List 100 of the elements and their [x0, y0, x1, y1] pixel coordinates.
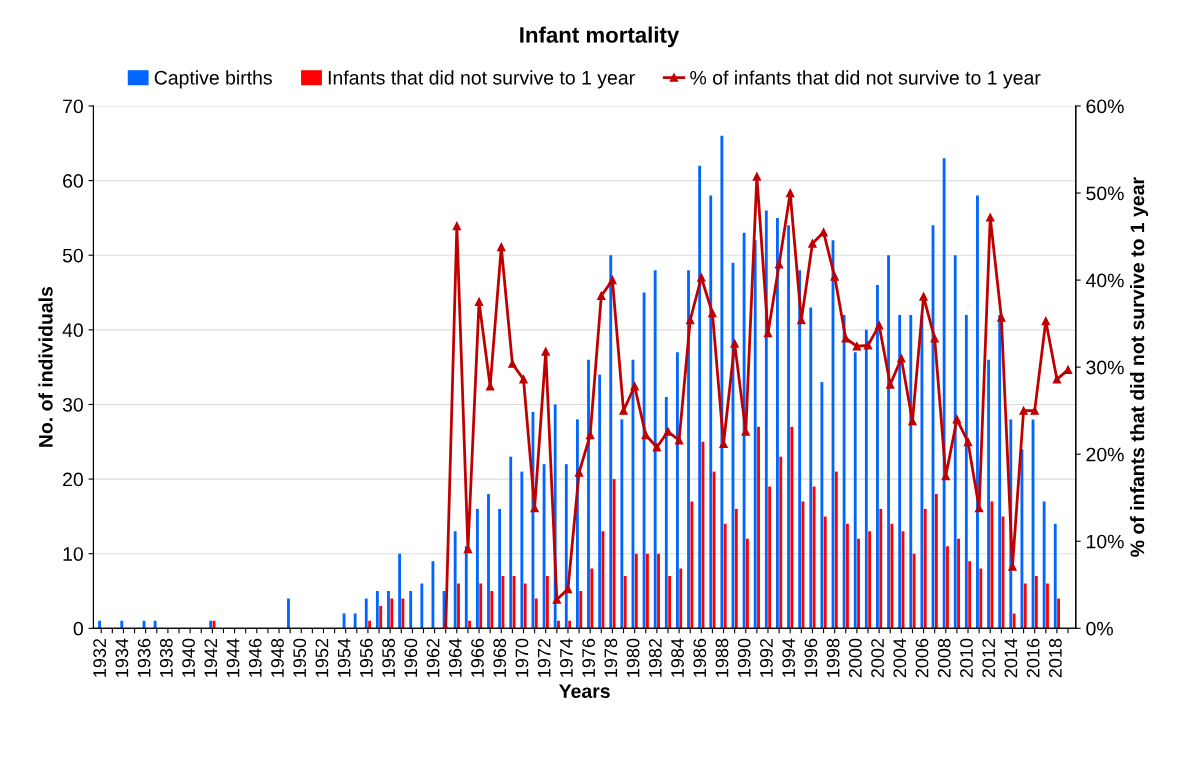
- x-tick-label: 2012: [982, 638, 996, 678]
- bar: [587, 359, 590, 629]
- bar: [709, 195, 713, 629]
- bar: [1057, 598, 1060, 629]
- bar: [768, 486, 772, 629]
- x-tick-label: 2014: [1004, 638, 1018, 678]
- bar: [487, 494, 490, 629]
- bar: [368, 620, 372, 629]
- bar: [420, 583, 424, 629]
- bar: [957, 538, 960, 629]
- x-tick-label: 1952: [315, 638, 329, 677]
- bar: [287, 598, 290, 629]
- point: [497, 242, 506, 252]
- bar: [390, 598, 394, 629]
- bar: [687, 270, 690, 629]
- point: [541, 347, 550, 356]
- point: [519, 375, 528, 384]
- point: [652, 443, 662, 452]
- bar: [664, 396, 668, 629]
- bar: [776, 217, 779, 629]
- point: [552, 595, 562, 604]
- bar: [853, 352, 857, 629]
- bar: [464, 546, 468, 629]
- bar: [757, 426, 760, 629]
- bar: [934, 494, 938, 629]
- x-tick-label: 1972: [537, 638, 551, 677]
- bar: [620, 419, 624, 629]
- x-tick-label: 1936: [137, 638, 151, 677]
- y-tick-label: 70: [63, 99, 83, 114]
- point: [863, 341, 873, 350]
- bar: [653, 270, 657, 629]
- y-tick-label: 50: [62, 248, 83, 263]
- y2-tick-label: 20%: [1086, 447, 1124, 462]
- x-tick-label: 2016: [1026, 638, 1040, 678]
- x-tick-label: 2010: [960, 638, 973, 678]
- bar: [964, 314, 968, 629]
- point: [986, 213, 995, 222]
- point: [597, 291, 606, 300]
- point: [841, 334, 850, 343]
- bar: [953, 255, 957, 629]
- x-tick-label: 1934: [115, 638, 129, 677]
- bar: [1020, 449, 1024, 629]
- bar: [379, 605, 383, 629]
- bar: [364, 598, 368, 629]
- y2-tick-label: 30%: [1086, 360, 1124, 375]
- bar: [523, 583, 527, 629]
- bar: [153, 620, 157, 629]
- bar: [520, 471, 524, 629]
- y-tick-label: 20: [63, 472, 83, 487]
- bar: [534, 598, 538, 629]
- bar: [712, 471, 716, 629]
- bar: [968, 561, 972, 629]
- legend-label: Infants that did not survive to 1 year: [328, 70, 635, 89]
- bar: [1046, 583, 1049, 629]
- x-tick-label: 2006: [915, 638, 929, 678]
- bar: [475, 508, 479, 629]
- bar: [457, 583, 460, 629]
- bar: [598, 374, 602, 629]
- point: [763, 329, 773, 338]
- bar: [868, 531, 872, 629]
- bar: [998, 314, 1002, 629]
- point: [830, 272, 839, 281]
- x-tick-label: 1990: [737, 638, 751, 677]
- bar: [545, 576, 549, 629]
- bar: [912, 553, 916, 629]
- bar: [657, 553, 660, 629]
- legend-label: % of infants that did not survive to 1 year: [690, 70, 1041, 89]
- y2-tick-label: 50%: [1086, 186, 1124, 201]
- bar: [623, 576, 627, 629]
- bar: [690, 501, 694, 629]
- bar: [375, 591, 379, 629]
- point: [952, 415, 962, 424]
- x-tick-label: 1988: [715, 638, 729, 677]
- x-tick-label: 1946: [248, 638, 262, 677]
- point: [886, 380, 895, 389]
- x-tick-label: 1948: [271, 638, 284, 677]
- bar: [842, 314, 846, 629]
- bar: [468, 620, 472, 629]
- bar: [1034, 576, 1038, 629]
- bar: [942, 158, 946, 629]
- bar: [409, 591, 413, 629]
- x-tick-label: 1962: [426, 638, 440, 677]
- bar: [634, 553, 638, 629]
- y2-tick-label: 60%: [1086, 99, 1124, 114]
- bar: [798, 270, 802, 629]
- x-tick-label: 2000: [848, 638, 862, 678]
- point: [808, 239, 817, 248]
- x-tick-label: 1994: [782, 638, 796, 677]
- bar: [387, 591, 390, 629]
- x-tick-label: 1970: [515, 638, 529, 677]
- point: [452, 221, 461, 231]
- bar: [98, 620, 101, 629]
- x-tick-label: 1986: [693, 638, 707, 677]
- x-tick-label: 1966: [471, 638, 484, 677]
- point: [608, 275, 617, 285]
- point: [485, 382, 495, 391]
- bar: [834, 471, 838, 629]
- y2-tick-label: 10%: [1087, 534, 1124, 549]
- bar: [990, 501, 994, 629]
- bar: [676, 352, 679, 629]
